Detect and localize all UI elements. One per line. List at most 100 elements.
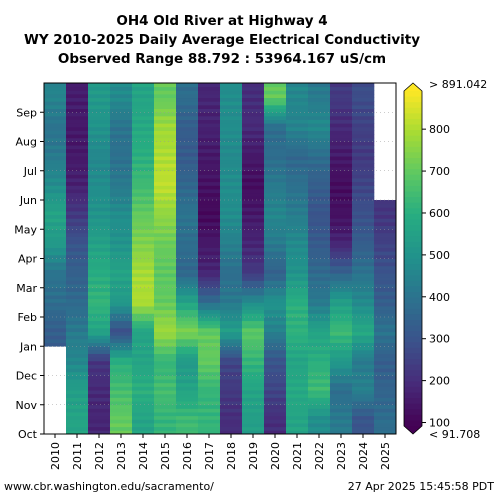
- heat-cell: [286, 163, 309, 168]
- heat-cell: [132, 276, 155, 281]
- heat-cell: [352, 295, 375, 300]
- heat-cell: [154, 309, 177, 314]
- heat-cell: [110, 134, 133, 139]
- heat-cell: [66, 178, 89, 183]
- heat-cell: [198, 108, 221, 113]
- heat-cell: [264, 382, 287, 387]
- heat-cell: [132, 214, 155, 219]
- heat-cell: [88, 225, 111, 230]
- heat-cell: [110, 93, 133, 99]
- colorbar-segment: [404, 179, 422, 186]
- heat-cell: [176, 306, 199, 311]
- x-tick-label: 2018: [225, 442, 238, 470]
- heat-cell: [176, 189, 199, 194]
- colorbar-segment: [404, 168, 422, 175]
- heat-cell: [66, 97, 89, 102]
- heat-cell: [374, 232, 397, 237]
- heat-cell: [88, 236, 111, 241]
- heat-cell: [264, 119, 287, 124]
- heat-cell: [308, 229, 331, 234]
- heat-cell: [308, 240, 331, 245]
- heat-cell: [176, 258, 199, 263]
- heat-cell: [110, 141, 133, 146]
- heat-cell: [264, 397, 287, 402]
- heat-cell: [154, 167, 177, 172]
- heat-cell: [308, 386, 331, 391]
- heat-cell: [220, 269, 243, 274]
- colorbar-segment: [404, 174, 422, 181]
- heat-cell: [264, 145, 287, 150]
- heat-cell: [66, 112, 89, 117]
- heat-cell: [154, 221, 177, 226]
- heat-cell: [330, 412, 353, 417]
- heat-cell: [242, 251, 265, 256]
- heat-cell: [352, 163, 375, 168]
- heat-cell: [88, 189, 111, 194]
- heat-cell: [286, 170, 309, 175]
- heat-cell: [220, 196, 243, 201]
- heat-cell: [176, 145, 199, 150]
- heat-cell: [132, 423, 155, 428]
- heat-cell: [110, 101, 133, 106]
- heat-cell: [330, 426, 353, 431]
- heat-cell: [154, 404, 177, 409]
- heat-cell: [176, 163, 199, 168]
- heat-cell: [198, 115, 221, 120]
- heat-cell: [44, 313, 67, 318]
- heat-cell: [176, 295, 199, 300]
- heat-cell: [352, 119, 375, 124]
- colorbar-segment: [404, 347, 422, 354]
- heat-cell: [352, 423, 375, 428]
- heat-cell: [176, 97, 199, 102]
- heat-cell: [154, 207, 177, 212]
- heat-cell: [352, 415, 375, 420]
- heat-cell: [242, 338, 265, 343]
- heat-cell: [66, 159, 89, 164]
- heat-cell: [330, 167, 353, 172]
- colorbar-segment: [404, 140, 422, 147]
- colorbar-tick-label: 200: [429, 375, 450, 388]
- heat-cell: [330, 382, 353, 387]
- colorbar-segment: [404, 202, 422, 209]
- heat-cell: [308, 148, 331, 153]
- heat-cell: [132, 152, 155, 157]
- heat-cell: [176, 269, 199, 274]
- heat-cell: [286, 148, 309, 153]
- heat-cell: [220, 97, 243, 102]
- heat-cell: [110, 401, 133, 406]
- heat-cell: [88, 141, 111, 146]
- heat-cell: [286, 309, 309, 314]
- heat-cell: [374, 331, 397, 336]
- heat-cell: [176, 232, 199, 237]
- heat-cell: [154, 163, 177, 168]
- title-line-1: OH4 Old River at Highway 4: [116, 13, 327, 29]
- heat-cell: [220, 393, 243, 398]
- heat-cell: [44, 287, 67, 292]
- heat-cell: [132, 368, 155, 373]
- heat-cell: [154, 251, 177, 256]
- heat-cell: [110, 236, 133, 241]
- heat-cell: [242, 152, 265, 157]
- heat-cell: [264, 276, 287, 281]
- heat-cell: [242, 232, 265, 237]
- heat-cell: [242, 83, 265, 88]
- heat-cell: [308, 243, 331, 248]
- heat-cell: [308, 276, 331, 281]
- heat-cell: [352, 371, 375, 376]
- heat-cell: [242, 90, 265, 95]
- heat-cell: [220, 324, 243, 329]
- heat-cell: [88, 210, 111, 216]
- heat-cell: [286, 221, 309, 226]
- heat-cell: [198, 240, 221, 245]
- heat-cell: [352, 426, 375, 431]
- heat-cell: [264, 108, 287, 113]
- heat-cell: [88, 408, 111, 413]
- heat-cell: [110, 327, 133, 333]
- heat-cell: [308, 115, 331, 120]
- heat-cell: [330, 159, 353, 164]
- heat-cell: [264, 342, 287, 347]
- heat-cell: [352, 148, 375, 153]
- heat-cell: [132, 397, 155, 402]
- heat-cell: [44, 196, 67, 201]
- heat-cell: [44, 232, 67, 237]
